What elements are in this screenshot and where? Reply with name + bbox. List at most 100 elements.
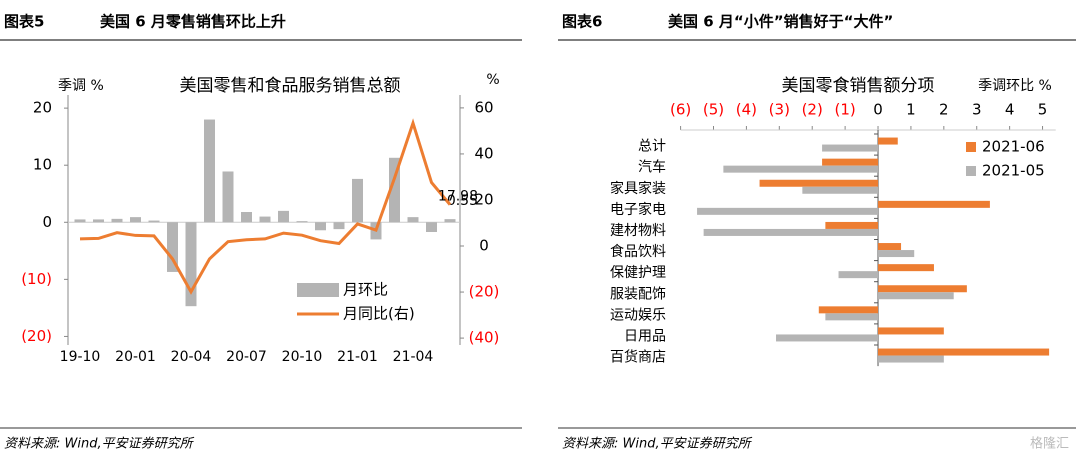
bar — [296, 221, 308, 223]
x-tick-label: 20-07 — [226, 349, 267, 365]
bar — [878, 348, 1050, 356]
bar — [315, 222, 326, 231]
bar — [878, 250, 915, 258]
bar — [776, 334, 879, 342]
y-tick-label: 0 — [42, 213, 52, 231]
bar — [444, 219, 456, 223]
y-tick-label: 保健护理 — [610, 265, 666, 281]
bar — [825, 221, 879, 229]
bar — [878, 355, 944, 363]
x-tick-label: 20-10 — [282, 349, 323, 365]
bar — [167, 222, 178, 272]
bar — [389, 157, 400, 223]
bar — [878, 137, 898, 145]
bar — [818, 306, 879, 314]
line — [79, 118, 452, 295]
x-tick-label: 0 — [873, 101, 883, 119]
y-tick-label: 20 — [33, 99, 52, 117]
y2-axis-label: % — [486, 72, 499, 88]
bar — [259, 216, 271, 223]
legend-label: 2021-06 — [982, 138, 1045, 156]
x-tick-label: (6) — [670, 101, 691, 119]
bar — [822, 158, 879, 166]
x-tick-label: 3 — [972, 101, 982, 119]
bar — [352, 178, 363, 223]
bar — [838, 271, 879, 279]
bar — [878, 285, 967, 293]
x-tick-label: 19-10 — [60, 349, 101, 365]
x-tick-label: (4) — [736, 101, 757, 119]
bar — [407, 217, 419, 223]
x-tick-label: (2) — [802, 101, 823, 119]
bar — [878, 200, 990, 208]
bar — [878, 264, 934, 272]
bar — [130, 217, 141, 223]
legend-swatch — [966, 142, 976, 152]
chart-subtitle: 美国零售和食品服务销售总额 — [180, 76, 401, 96]
x-tick-label: 1 — [906, 101, 916, 119]
x-tick-label: 21-04 — [393, 349, 434, 365]
y-tick-label: (20) — [21, 327, 52, 345]
bar — [111, 218, 123, 223]
y-tick-label: 家具家装 — [610, 180, 666, 197]
bar — [759, 179, 879, 187]
bar — [697, 207, 879, 215]
figure-label: 图表5 — [4, 13, 44, 31]
bar — [204, 119, 215, 223]
x-tick-label: 21-01 — [337, 349, 378, 365]
y2-tick-label: 0 — [479, 237, 489, 255]
x-tick-label: (5) — [703, 101, 724, 119]
source: 资料来源: Wind,平安证券研究所 — [4, 436, 195, 452]
y-tick-label: 建材物料 — [610, 223, 666, 239]
bar — [185, 222, 197, 307]
legend-swatch — [297, 283, 339, 297]
y2-tick-label: (20) — [469, 283, 500, 301]
bar — [333, 222, 345, 230]
source: 资料来源: Wind,平安证券研究所 — [562, 436, 753, 452]
x-tick-label: 5 — [1038, 101, 1048, 119]
y-tick-label: 运动娱乐 — [610, 307, 666, 323]
legend-label: 月同比(右) — [343, 305, 415, 323]
y-tick-label: (10) — [21, 270, 52, 288]
bar — [278, 210, 289, 223]
bar — [878, 243, 902, 251]
bar — [426, 222, 437, 232]
bar — [74, 219, 86, 223]
x-axis-label: 季调环比 % — [978, 78, 1052, 94]
figure-label: 图表6 — [562, 13, 602, 31]
chart-subtitle: 美国零食销售额分项 — [782, 76, 935, 96]
legend-label: 月环比 — [343, 281, 388, 299]
x-tick-label: 2 — [939, 101, 949, 119]
data-label: 17.98 — [438, 189, 478, 205]
y-tick-label: 10 — [33, 156, 52, 174]
x-tick-label: 20-04 — [171, 349, 212, 365]
bar — [93, 219, 104, 223]
bar — [703, 228, 879, 236]
legend-label: 2021-05 — [982, 162, 1045, 180]
bar — [878, 292, 954, 300]
y-tick-label: 服装配饰 — [610, 286, 666, 302]
y2-tick-label: 20 — [474, 190, 493, 208]
y2-tick-label: 60 — [474, 98, 493, 116]
x-tick-label: 4 — [1005, 101, 1015, 119]
bar — [222, 171, 234, 223]
y2-tick-label: (40) — [469, 329, 500, 347]
bar — [825, 313, 879, 321]
y-tick-label: 电子家电 — [610, 201, 666, 218]
bar — [822, 144, 879, 152]
bar — [878, 327, 944, 335]
y2-tick-label: 40 — [474, 144, 493, 162]
bar — [241, 212, 252, 223]
x-tick-label: 20-01 — [115, 349, 156, 365]
x-tick-label: (3) — [769, 101, 790, 119]
figure-title: 美国 6 月“小件”销售好于“大件” — [668, 13, 893, 31]
legend-swatch — [966, 166, 976, 176]
y-axis-label: 季调 % — [58, 78, 104, 94]
y-tick-label: 日用品 — [624, 328, 666, 344]
y-tick-label: 食品饮料 — [610, 243, 666, 260]
bar — [148, 220, 160, 223]
y-tick-label: 百货商店 — [610, 349, 666, 366]
figure-title: 美国 6 月零售销售环比上升 — [100, 13, 286, 31]
